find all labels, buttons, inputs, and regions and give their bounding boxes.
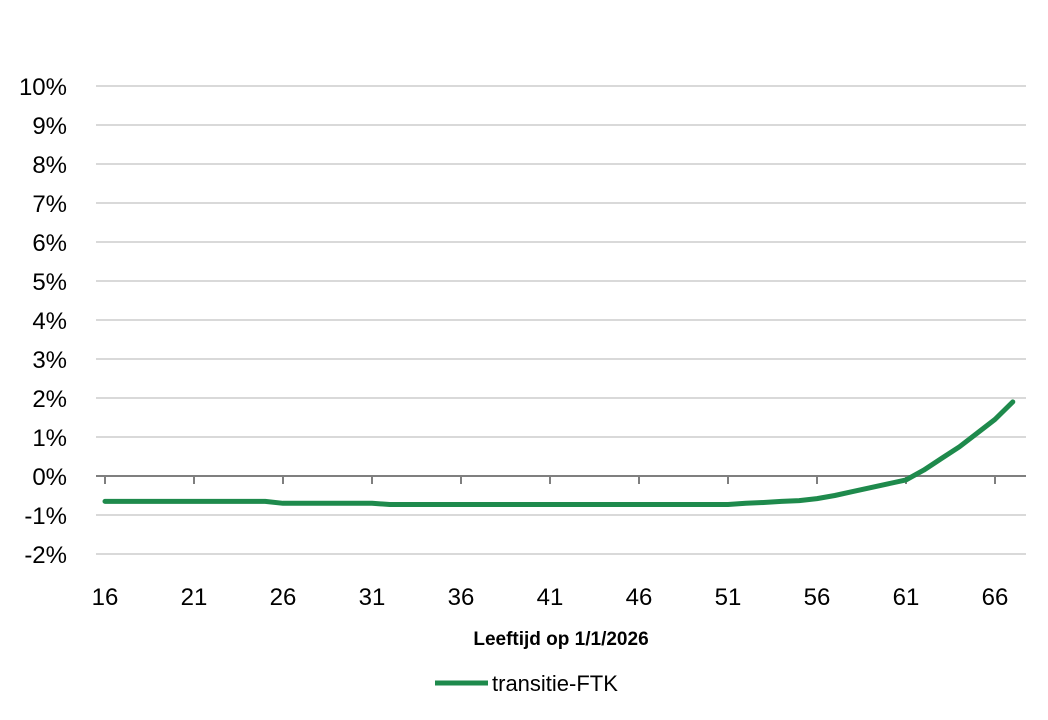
y-tick-label: 8% [32, 152, 67, 179]
y-tick-label: -1% [24, 503, 67, 530]
y-tick-label: 4% [32, 308, 67, 335]
y-tick-label: -2% [24, 542, 67, 569]
x-tick-label: 61 [893, 584, 920, 611]
x-tick-label: 21 [181, 584, 208, 611]
x-tick-label: 16 [92, 584, 119, 611]
x-tick-label: 56 [804, 584, 831, 611]
series-layer [102, 399, 1016, 507]
y-axis-tick-labels: -2% -1% 0% 1% 2% 3% 4% 5% 6% 7% 8% 9% 10% [19, 74, 67, 569]
y-tick-label: 10% [19, 74, 67, 101]
y-tick-label: 6% [32, 230, 67, 257]
x-tick-label: 51 [715, 584, 742, 611]
y-tick-label: 2% [32, 386, 67, 413]
y-tick-label: 5% [32, 269, 67, 296]
x-tick-label: 66 [982, 584, 1009, 611]
x-axis [96, 475, 1026, 484]
y-tick-label: 0% [32, 464, 67, 491]
y-tick-label: 1% [32, 425, 67, 452]
x-tick-label: 26 [270, 584, 297, 611]
x-axis-tick-labels: 16 21 26 31 36 41 46 51 56 61 66 [92, 584, 1009, 611]
x-tick-label: 31 [359, 584, 386, 611]
x-tick-label: 46 [626, 584, 653, 611]
y-tick-label: 7% [32, 191, 67, 218]
x-tick-label: 36 [448, 584, 475, 611]
x-axis-label: Leeftijd op 1/1/2026 [473, 629, 648, 650]
x-tick-label: 41 [537, 584, 564, 611]
legend-label: transitie-FTK [492, 671, 618, 696]
series-line-transitie-ftk [102, 399, 1016, 507]
y-tick-label: 9% [32, 113, 67, 140]
legend: transitie-FTK [435, 671, 618, 696]
y-tick-label: 3% [32, 347, 67, 374]
gridlines [96, 85, 1026, 555]
